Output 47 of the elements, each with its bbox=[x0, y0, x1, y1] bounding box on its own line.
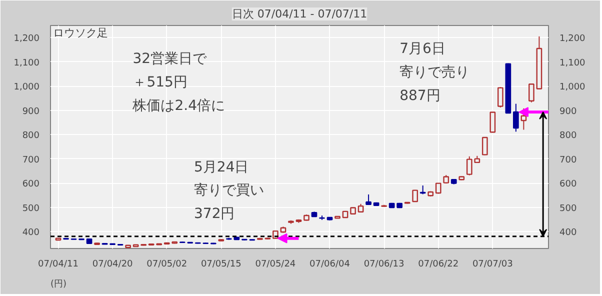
y-tick-label: 1,100 bbox=[14, 58, 40, 68]
y-tick-label: 1,000 bbox=[14, 82, 40, 93]
y-tick-label: 600 bbox=[22, 180, 40, 190]
y-tick-label: 500 bbox=[22, 204, 40, 214]
x-tick-label: 07/05/24 bbox=[255, 260, 296, 270]
y-tick-label: 900 bbox=[22, 106, 40, 117]
y2-tick-label: 400 bbox=[560, 228, 577, 238]
x-tick-label: 07/07/03 bbox=[472, 260, 513, 270]
annotation: 株価は2.4倍に bbox=[132, 98, 225, 114]
x-tick-label: 07/05/02 bbox=[146, 260, 188, 270]
y-tick-label: 700 bbox=[22, 155, 40, 166]
candlestick bbox=[490, 111, 496, 134]
annotation: 7月6日 bbox=[400, 41, 446, 58]
x-tick-label: 07/04/11 bbox=[38, 260, 78, 270]
annotation: 372円 bbox=[194, 206, 235, 222]
annotation: ロウソク足 bbox=[52, 26, 108, 40]
chart-title: 日次 07/04/11 - 07/07/11 bbox=[232, 8, 368, 20]
x-tick-label: 07/06/13 bbox=[364, 260, 404, 270]
y2-tick-label: 500 bbox=[560, 204, 577, 214]
annotation: 寄りで売り bbox=[400, 64, 470, 81]
y-tick-label: 400 bbox=[22, 228, 40, 238]
y2-tick-label: 1,100 bbox=[560, 58, 586, 68]
annotation: ＋515円 bbox=[132, 74, 188, 91]
y-tick-label: 800 bbox=[22, 131, 40, 142]
x-tick-label: 07/04/20 bbox=[92, 260, 134, 270]
candlestick bbox=[497, 86, 504, 108]
annotation: 5月24日 bbox=[194, 159, 249, 176]
y2-tick-label: 1,200 bbox=[560, 34, 586, 44]
y2-tick-label: 900 bbox=[560, 106, 577, 117]
candlestick bbox=[512, 103, 519, 132]
y2-tick-label: 600 bbox=[560, 180, 577, 190]
y2-tick-label: 1,000 bbox=[560, 82, 586, 93]
candlestick bbox=[366, 194, 372, 206]
y2-tick-label: 700 bbox=[560, 155, 577, 166]
candlestick bbox=[412, 189, 418, 202]
y-tick-label: 1,200 bbox=[14, 34, 40, 44]
candlestick bbox=[482, 136, 488, 156]
x-tick-label: 07/06/04 bbox=[310, 260, 350, 270]
annotation: 887円 bbox=[400, 88, 440, 104]
annotation: 寄りで買い bbox=[194, 182, 264, 199]
x-tick-label: 07/06/22 bbox=[418, 260, 459, 270]
candlestick bbox=[520, 108, 527, 130]
text: (円) bbox=[50, 280, 67, 290]
annotation: 32営業日で bbox=[132, 51, 208, 68]
candlestick bbox=[528, 83, 534, 103]
y2-tick-label: 800 bbox=[560, 131, 577, 142]
x-tick-label: 07/05/15 bbox=[200, 260, 242, 270]
